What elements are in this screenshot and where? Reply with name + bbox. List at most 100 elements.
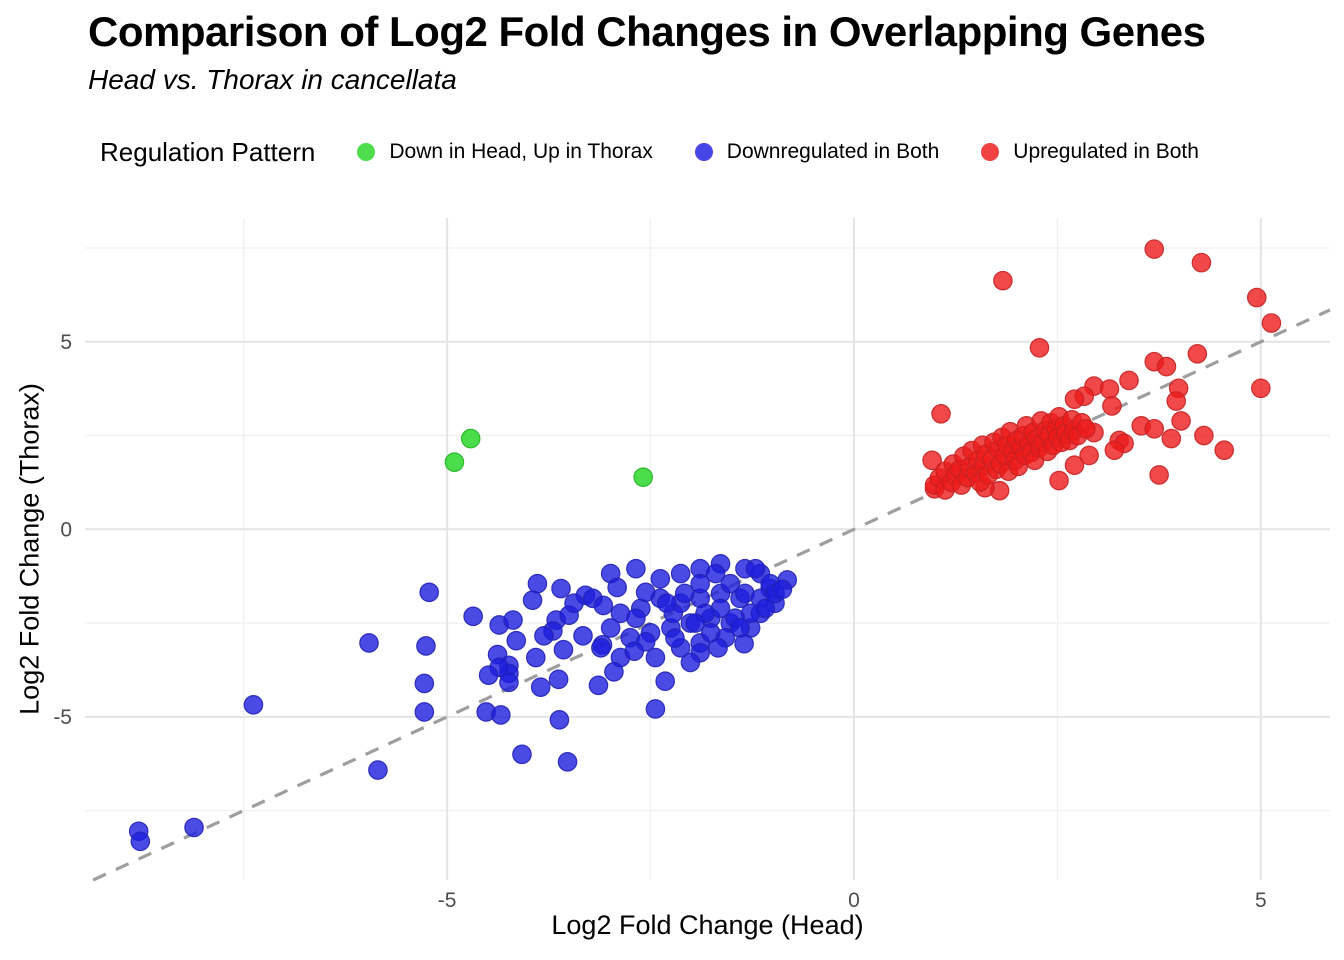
data-point [551, 578, 571, 599]
data-point [564, 593, 584, 613]
legend-item-upregulated-both: Upregulated in Both [981, 140, 1199, 164]
x-tick-label: 0 [848, 889, 860, 912]
data-point [600, 618, 621, 638]
legend-item-down-head-up-thorax: Down in Head, Up in Thorax [357, 140, 653, 164]
data-point [534, 626, 554, 646]
data-point [650, 569, 671, 589]
data-point [607, 577, 627, 598]
data-point [1156, 356, 1177, 377]
y-axis-title: Log2 Fold Change (Thorax) [14, 383, 45, 715]
data-point [624, 641, 645, 662]
data-point [1144, 239, 1165, 259]
green-dot-icon [357, 143, 376, 161]
data-point [368, 760, 388, 780]
data-point [1049, 470, 1069, 491]
data-point [993, 270, 1013, 291]
data-point [506, 630, 527, 651]
data-point [503, 610, 523, 630]
data-point [526, 647, 546, 668]
data-point [419, 582, 440, 603]
data-point [591, 638, 611, 658]
data-point [444, 452, 465, 472]
blue-dot-icon [694, 143, 713, 161]
data-point [1064, 389, 1085, 409]
legend-label: Down in Head, Up in Thorax [389, 140, 653, 163]
data-point [416, 636, 436, 656]
x-axis-title: Log2 Fold Change (Head) [551, 910, 864, 940]
y-tick-label: 0 [60, 518, 72, 541]
data-point [548, 669, 569, 690]
red-dot-icon [981, 143, 1000, 161]
data-point [1166, 391, 1187, 411]
data-point [635, 582, 656, 603]
data-point [931, 403, 951, 424]
data-point [1104, 440, 1125, 460]
x-tick-label: 5 [1255, 889, 1267, 912]
data-point [359, 633, 379, 653]
data-point [184, 817, 204, 838]
data-point [1079, 445, 1099, 466]
data-point [1102, 396, 1122, 416]
data-point [460, 428, 481, 449]
data-point [1119, 370, 1139, 391]
data-point [557, 752, 578, 772]
data-point [705, 563, 726, 584]
data-point [1246, 287, 1267, 308]
data-point [734, 633, 754, 654]
data-point [680, 652, 701, 673]
y-tick-label: -5 [53, 706, 72, 729]
y-tick-label: 5 [60, 331, 72, 354]
data-point [512, 744, 532, 765]
data-point [463, 606, 483, 627]
data-point [657, 593, 677, 613]
data-point [414, 673, 435, 694]
data-point [604, 662, 624, 682]
data-point [549, 710, 570, 730]
chart-subtitle: Head vs. Thorax in cancellata [88, 64, 457, 95]
data-point [1187, 343, 1208, 364]
data-point [720, 573, 741, 594]
data-point [685, 613, 706, 633]
data-point [745, 558, 766, 579]
data-point [1099, 379, 1120, 399]
data-point [690, 573, 710, 594]
legend: Regulation Pattern Down in Head, Up in T… [100, 130, 1199, 174]
legend-label: Upregulated in Both [1013, 140, 1199, 163]
data-point [1064, 455, 1085, 475]
data-point [1261, 313, 1282, 333]
data-point [1194, 425, 1214, 446]
data-point [1149, 465, 1169, 485]
data-point [1191, 252, 1212, 273]
data-point [1161, 428, 1182, 449]
data-point [414, 702, 435, 722]
data-point [626, 608, 646, 629]
data-point [1029, 337, 1050, 358]
data-point [573, 626, 593, 646]
data-point [633, 467, 654, 487]
data-point [593, 595, 614, 616]
data-point [588, 675, 609, 696]
data-point [645, 647, 666, 668]
data-point [665, 628, 685, 648]
data-point [527, 573, 548, 594]
data-point [922, 450, 942, 471]
data-point [499, 672, 519, 693]
data-point [553, 639, 574, 660]
chart-title: Comparison of Log2 Fold Changes in Overl… [88, 8, 1206, 55]
data-point [674, 583, 695, 604]
legend-label: Downregulated in Both [726, 140, 940, 163]
data-point [1076, 418, 1096, 439]
data-point [243, 695, 264, 715]
data-point [708, 638, 728, 658]
data-point [1144, 418, 1165, 439]
data-point [130, 831, 151, 852]
data-point [772, 579, 793, 600]
data-point [530, 677, 551, 698]
legend-item-downregulated-both: Downregulated in Both [694, 140, 940, 164]
data-point [491, 705, 511, 725]
data-point [670, 563, 691, 584]
data-point [626, 558, 646, 579]
x-tick-label: -5 [438, 889, 457, 912]
data-point [1214, 440, 1235, 460]
